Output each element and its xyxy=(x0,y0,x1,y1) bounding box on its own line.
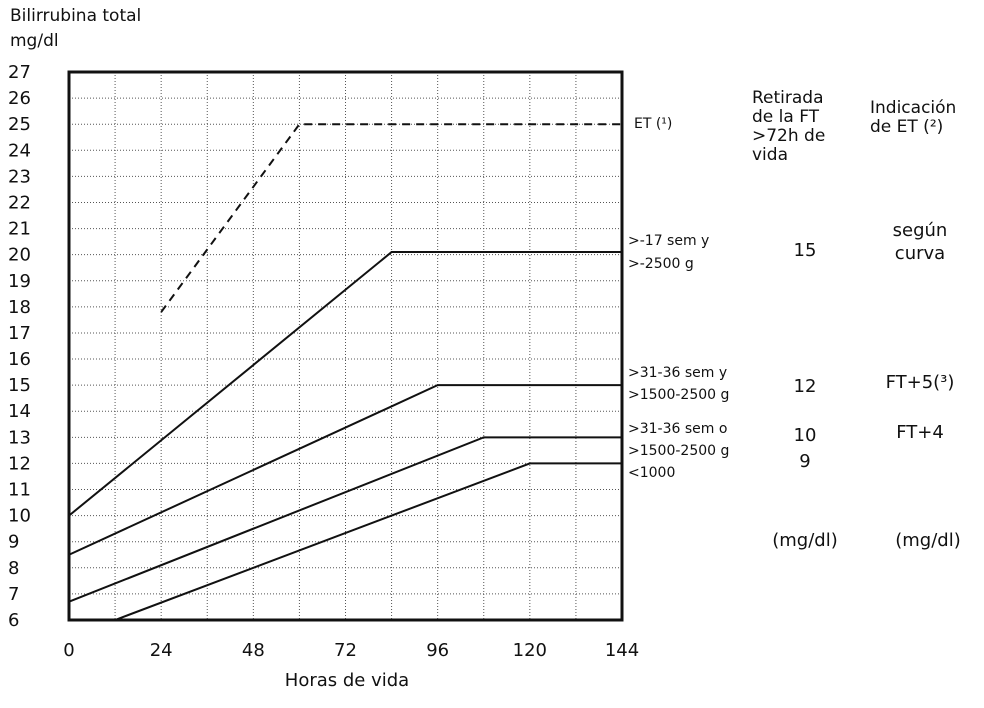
series-line-3 xyxy=(68,384,622,556)
y-tick-label: 20 xyxy=(8,245,31,266)
header-retirada-line1: Retirada xyxy=(752,88,824,108)
header-indicacion-line2: de ET (²) xyxy=(870,117,944,137)
y-tick-label: 18 xyxy=(8,297,31,318)
series-label: >31-36 sem o xyxy=(628,421,727,437)
series-label: >31-36 sem y xyxy=(628,365,727,381)
x-tick-label: 72 xyxy=(334,640,357,661)
y-tick-label: 25 xyxy=(8,114,31,135)
table-cell-retirada-row2: 12 xyxy=(793,376,817,397)
y-tick-label: 23 xyxy=(8,166,31,187)
table-cell-indicacion-row2: FT+5(³) xyxy=(885,372,955,393)
series-line-2 xyxy=(68,251,622,517)
table-cell-indicacion-row3: FT+4 xyxy=(896,422,944,443)
plot-frame xyxy=(67,70,624,622)
x-tick-label: 144 xyxy=(605,640,639,661)
x-tick-label: 24 xyxy=(150,640,173,661)
y-tick-label: 8 xyxy=(8,558,19,579)
series-label: >-2500 g xyxy=(628,256,694,272)
y-tick-label: 24 xyxy=(8,140,31,161)
series-label: ET (¹) xyxy=(634,116,672,132)
y-tick-label: 16 xyxy=(8,349,31,370)
x-axis-title: Horas de vida xyxy=(284,670,410,691)
header-retirada-line2: de la FT xyxy=(752,107,820,127)
x-tick-label: 0 xyxy=(63,640,74,661)
y-tick-label: 15 xyxy=(8,375,31,396)
y-tick-label: 22 xyxy=(8,192,31,213)
table-cell-retirada-row4: 9 xyxy=(799,451,811,472)
series-label: <1000 xyxy=(628,465,675,481)
series-line-1 xyxy=(160,123,622,313)
table-unit-indicacion: (mg/dl) xyxy=(895,530,961,551)
table-cell-indicacion-row1-line2: curva xyxy=(894,243,946,264)
y-tick-label: 12 xyxy=(8,453,31,474)
header-retirada-line3: >72h de xyxy=(752,126,826,146)
y-axis-title-line1: Bilirrubina total xyxy=(10,6,142,26)
table-cell-retirada-row1: 15 xyxy=(793,240,817,261)
y-tick-label: 6 xyxy=(8,610,19,631)
y-tick-label: 27 xyxy=(8,62,31,83)
y-tick-label: 14 xyxy=(8,401,31,422)
header-retirada-line4: vida xyxy=(752,145,788,165)
table-cell-retirada-row3: 10 xyxy=(793,425,817,446)
x-tick-label: 120 xyxy=(513,640,547,661)
y-tick-label: 11 xyxy=(8,480,31,501)
series-line-5 xyxy=(114,462,622,621)
table-cell-indicacion-row1-line1: según xyxy=(892,220,948,241)
y-tick-label: 26 xyxy=(8,88,31,109)
header-indicacion-line1: Indicación xyxy=(870,98,957,118)
table-unit-retirada: (mg/dl) xyxy=(772,530,838,551)
y-tick-label: 19 xyxy=(8,271,31,292)
y-tick-label: 13 xyxy=(8,427,31,448)
x-tick-label: 48 xyxy=(242,640,265,661)
y-tick-label: 9 xyxy=(8,532,19,553)
y-tick-label: 10 xyxy=(8,506,31,527)
y-tick-label: 21 xyxy=(8,219,31,240)
series-label: >1500-2500 g xyxy=(628,387,729,403)
y-tick-label: 17 xyxy=(8,323,31,344)
series-label: >1500-2500 g xyxy=(628,443,729,459)
x-tick-label: 96 xyxy=(426,640,449,661)
y-axis-title-line2: mg/dl xyxy=(10,31,59,51)
y-tick-label: 7 xyxy=(8,584,19,605)
series-line-4 xyxy=(68,436,622,603)
series-label: >-17 sem y xyxy=(628,233,709,249)
